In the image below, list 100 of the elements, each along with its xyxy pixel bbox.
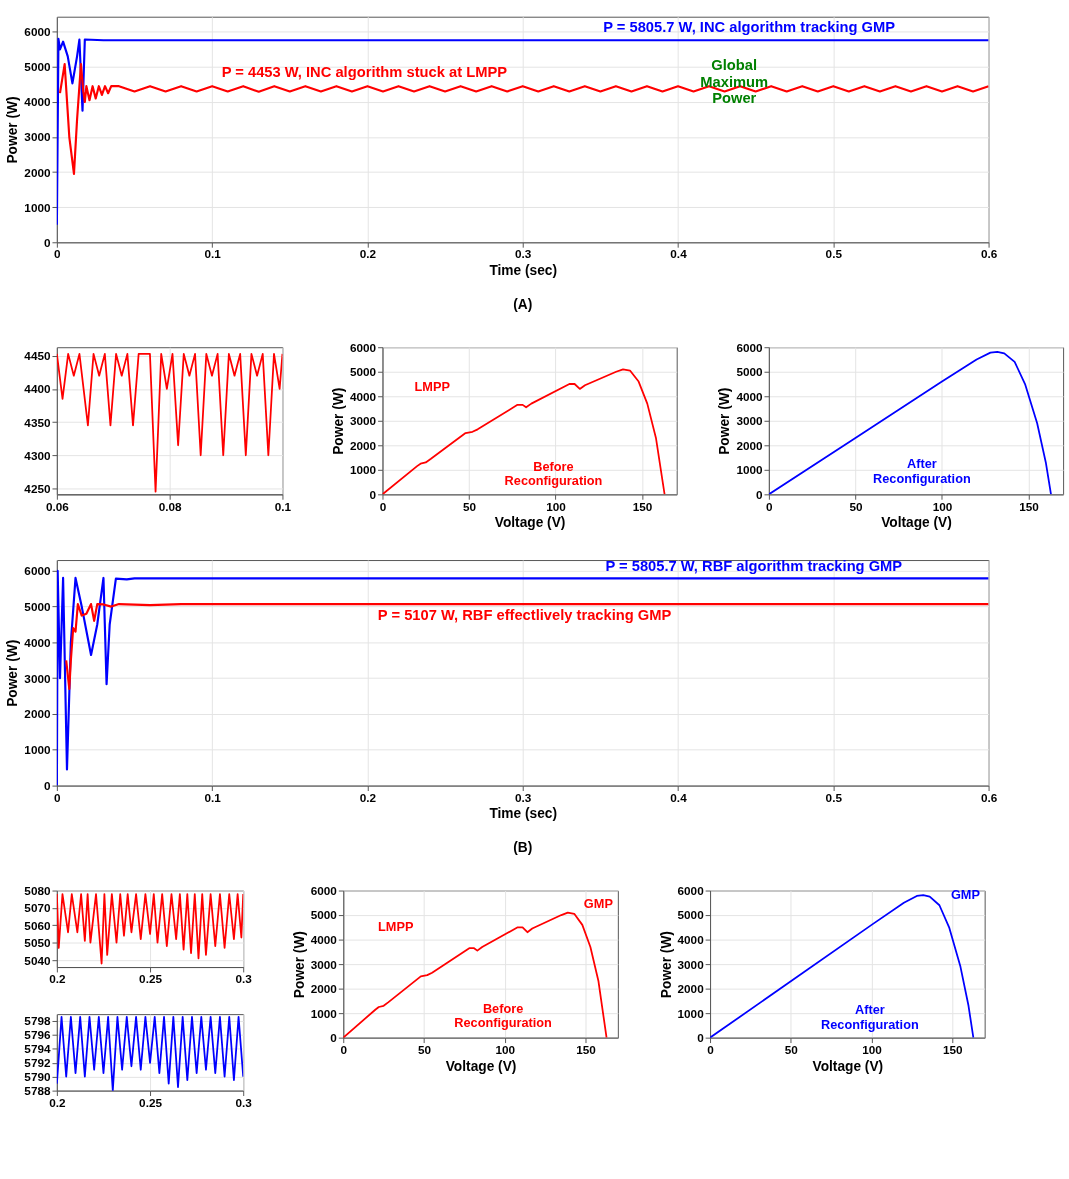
x-tick-label: 0: [707, 1042, 715, 1056]
x-tick-label: 0.4: [670, 790, 688, 804]
y-axis-title: Power (W): [331, 387, 347, 455]
annotation: P = 5107 W, RBF effectlively tracking GMP: [377, 606, 672, 623]
y-tick-label: 4300: [24, 448, 51, 462]
annotation: LMPP: [378, 918, 414, 934]
y-tick-label: 5060: [24, 918, 51, 932]
x-axis-title: Time (sec): [489, 806, 558, 822]
y-tick-label: 5000: [24, 600, 51, 614]
y-axis-title: Power (W): [717, 387, 733, 455]
y-tick-label: 4000: [24, 635, 51, 649]
x-axis-title: Voltage (V): [881, 515, 952, 531]
line-series: [382, 368, 666, 495]
y-tick-label: 4000: [24, 95, 51, 109]
y-tick-label: 4250: [24, 481, 51, 495]
y-axis-title: Power (W): [658, 931, 674, 999]
y-tick-label: 0: [330, 1031, 338, 1045]
x-tick-label: 0.3: [235, 1095, 253, 1109]
annotation: After Reconfiguration: [873, 456, 971, 486]
y-tick-label: 1000: [310, 1006, 338, 1020]
x-tick-label: 0.3: [515, 790, 532, 804]
x-tick-label: 150: [1019, 499, 1040, 513]
y-tick-label: 2000: [349, 438, 377, 452]
y-tick-label: 6000: [736, 340, 763, 354]
y-tick-label: 3000: [24, 671, 51, 685]
x-tick-label: 0.2: [49, 1095, 66, 1109]
y-tick-label: 4400: [24, 382, 51, 396]
y-tick-label: 5792: [24, 1056, 51, 1070]
y-tick-label: 2000: [310, 982, 338, 996]
annotation: P = 5805.7 W, RBF algorithm tracking GMP: [605, 558, 903, 575]
x-tick-label: 0.6: [980, 790, 998, 804]
x-axis-title: Voltage (V): [445, 1058, 517, 1074]
x-tick-label: 0: [340, 1042, 348, 1056]
x-tick-label: 100: [932, 499, 953, 513]
x-tick-label: 0.1: [204, 790, 222, 804]
y-tick-label: 3000: [736, 414, 763, 428]
annotation: GMP: [583, 896, 614, 912]
x-tick-label: 0.3: [235, 972, 253, 986]
y-tick-label: 2000: [24, 707, 51, 721]
x-tick-label: 100: [546, 499, 567, 513]
annotation: LMPP: [414, 378, 451, 394]
y-tick-label: 1000: [24, 743, 51, 757]
y-axis-title: Power (W): [5, 96, 21, 164]
annotation: Global Maximum Power: [700, 57, 769, 107]
annotation: After Reconfiguration: [821, 1001, 919, 1032]
y-tick-label: 5000: [349, 365, 377, 379]
x-tick-label: 0.2: [49, 972, 66, 986]
y-tick-label: 5000: [736, 365, 763, 379]
x-tick-label: 0.1: [274, 499, 292, 513]
y-tick-label: 4000: [736, 389, 763, 403]
y-tick-label: 5080: [24, 883, 51, 897]
x-tick-label: 0: [379, 499, 387, 513]
x-tick-label: 0: [766, 499, 774, 513]
x-axis-title: Voltage (V): [494, 515, 566, 531]
y-tick-label: 2000: [24, 165, 51, 179]
y-tick-label: 5000: [24, 60, 51, 74]
x-tick-label: 0.08: [158, 499, 183, 513]
y-tick-label: 1000: [736, 463, 763, 477]
x-tick-label: 0.25: [139, 1095, 163, 1109]
annotation: P = 5805.7 W, INC algorithm tracking GMP: [603, 18, 896, 35]
y-tick-label: 5790: [24, 1070, 51, 1084]
x-tick-label: 50: [417, 1042, 432, 1056]
x-tick-label: 150: [576, 1042, 597, 1056]
y-tick-label: 5040: [24, 953, 51, 967]
y-tick-label: 4000: [310, 933, 338, 947]
x-tick-label: 0: [54, 790, 62, 804]
y-tick-label: 5050: [24, 936, 51, 950]
y-tick-label: 5070: [24, 901, 51, 915]
y-tick-label: 0: [43, 235, 51, 249]
y-tick-label: 6000: [310, 883, 338, 897]
line-series: [56, 893, 244, 965]
x-tick-label: 0.25: [139, 972, 163, 986]
y-tick-label: 1000: [349, 463, 377, 477]
y-tick-label: 5794: [24, 1042, 51, 1056]
y-tick-label: 5796: [24, 1028, 51, 1042]
y-tick-label: 4000: [349, 389, 377, 403]
x-tick-label: 0.06: [45, 499, 70, 513]
y-tick-label: 5000: [310, 908, 338, 922]
line-series: [343, 911, 608, 1038]
y-axis-title: Power (W): [291, 931, 307, 999]
x-tick-label: 150: [943, 1042, 964, 1056]
y-tick-label: 4000: [677, 933, 705, 947]
y-tick-label: 3000: [24, 130, 51, 144]
y-tick-label: 1000: [24, 200, 51, 214]
text: (A): [513, 296, 533, 312]
y-tick-label: 5788: [24, 1084, 51, 1098]
annotation: Before Reconfiguration: [454, 1000, 552, 1031]
y-tick-label: 6000: [24, 564, 51, 578]
x-tick-label: 50: [462, 499, 477, 513]
y-tick-label: 4350: [24, 415, 51, 429]
x-tick-label: 0: [54, 247, 62, 261]
x-tick-label: 0.4: [670, 247, 688, 261]
line-series: [56, 37, 989, 226]
y-tick-label: 0: [697, 1031, 705, 1045]
x-tick-label: 100: [495, 1042, 516, 1056]
x-tick-label: 0.5: [825, 790, 843, 804]
annotation: GMP: [950, 886, 981, 902]
x-tick-label: 100: [862, 1042, 883, 1056]
y-tick-label: 2000: [677, 982, 705, 996]
y-tick-label: 6000: [24, 25, 51, 39]
